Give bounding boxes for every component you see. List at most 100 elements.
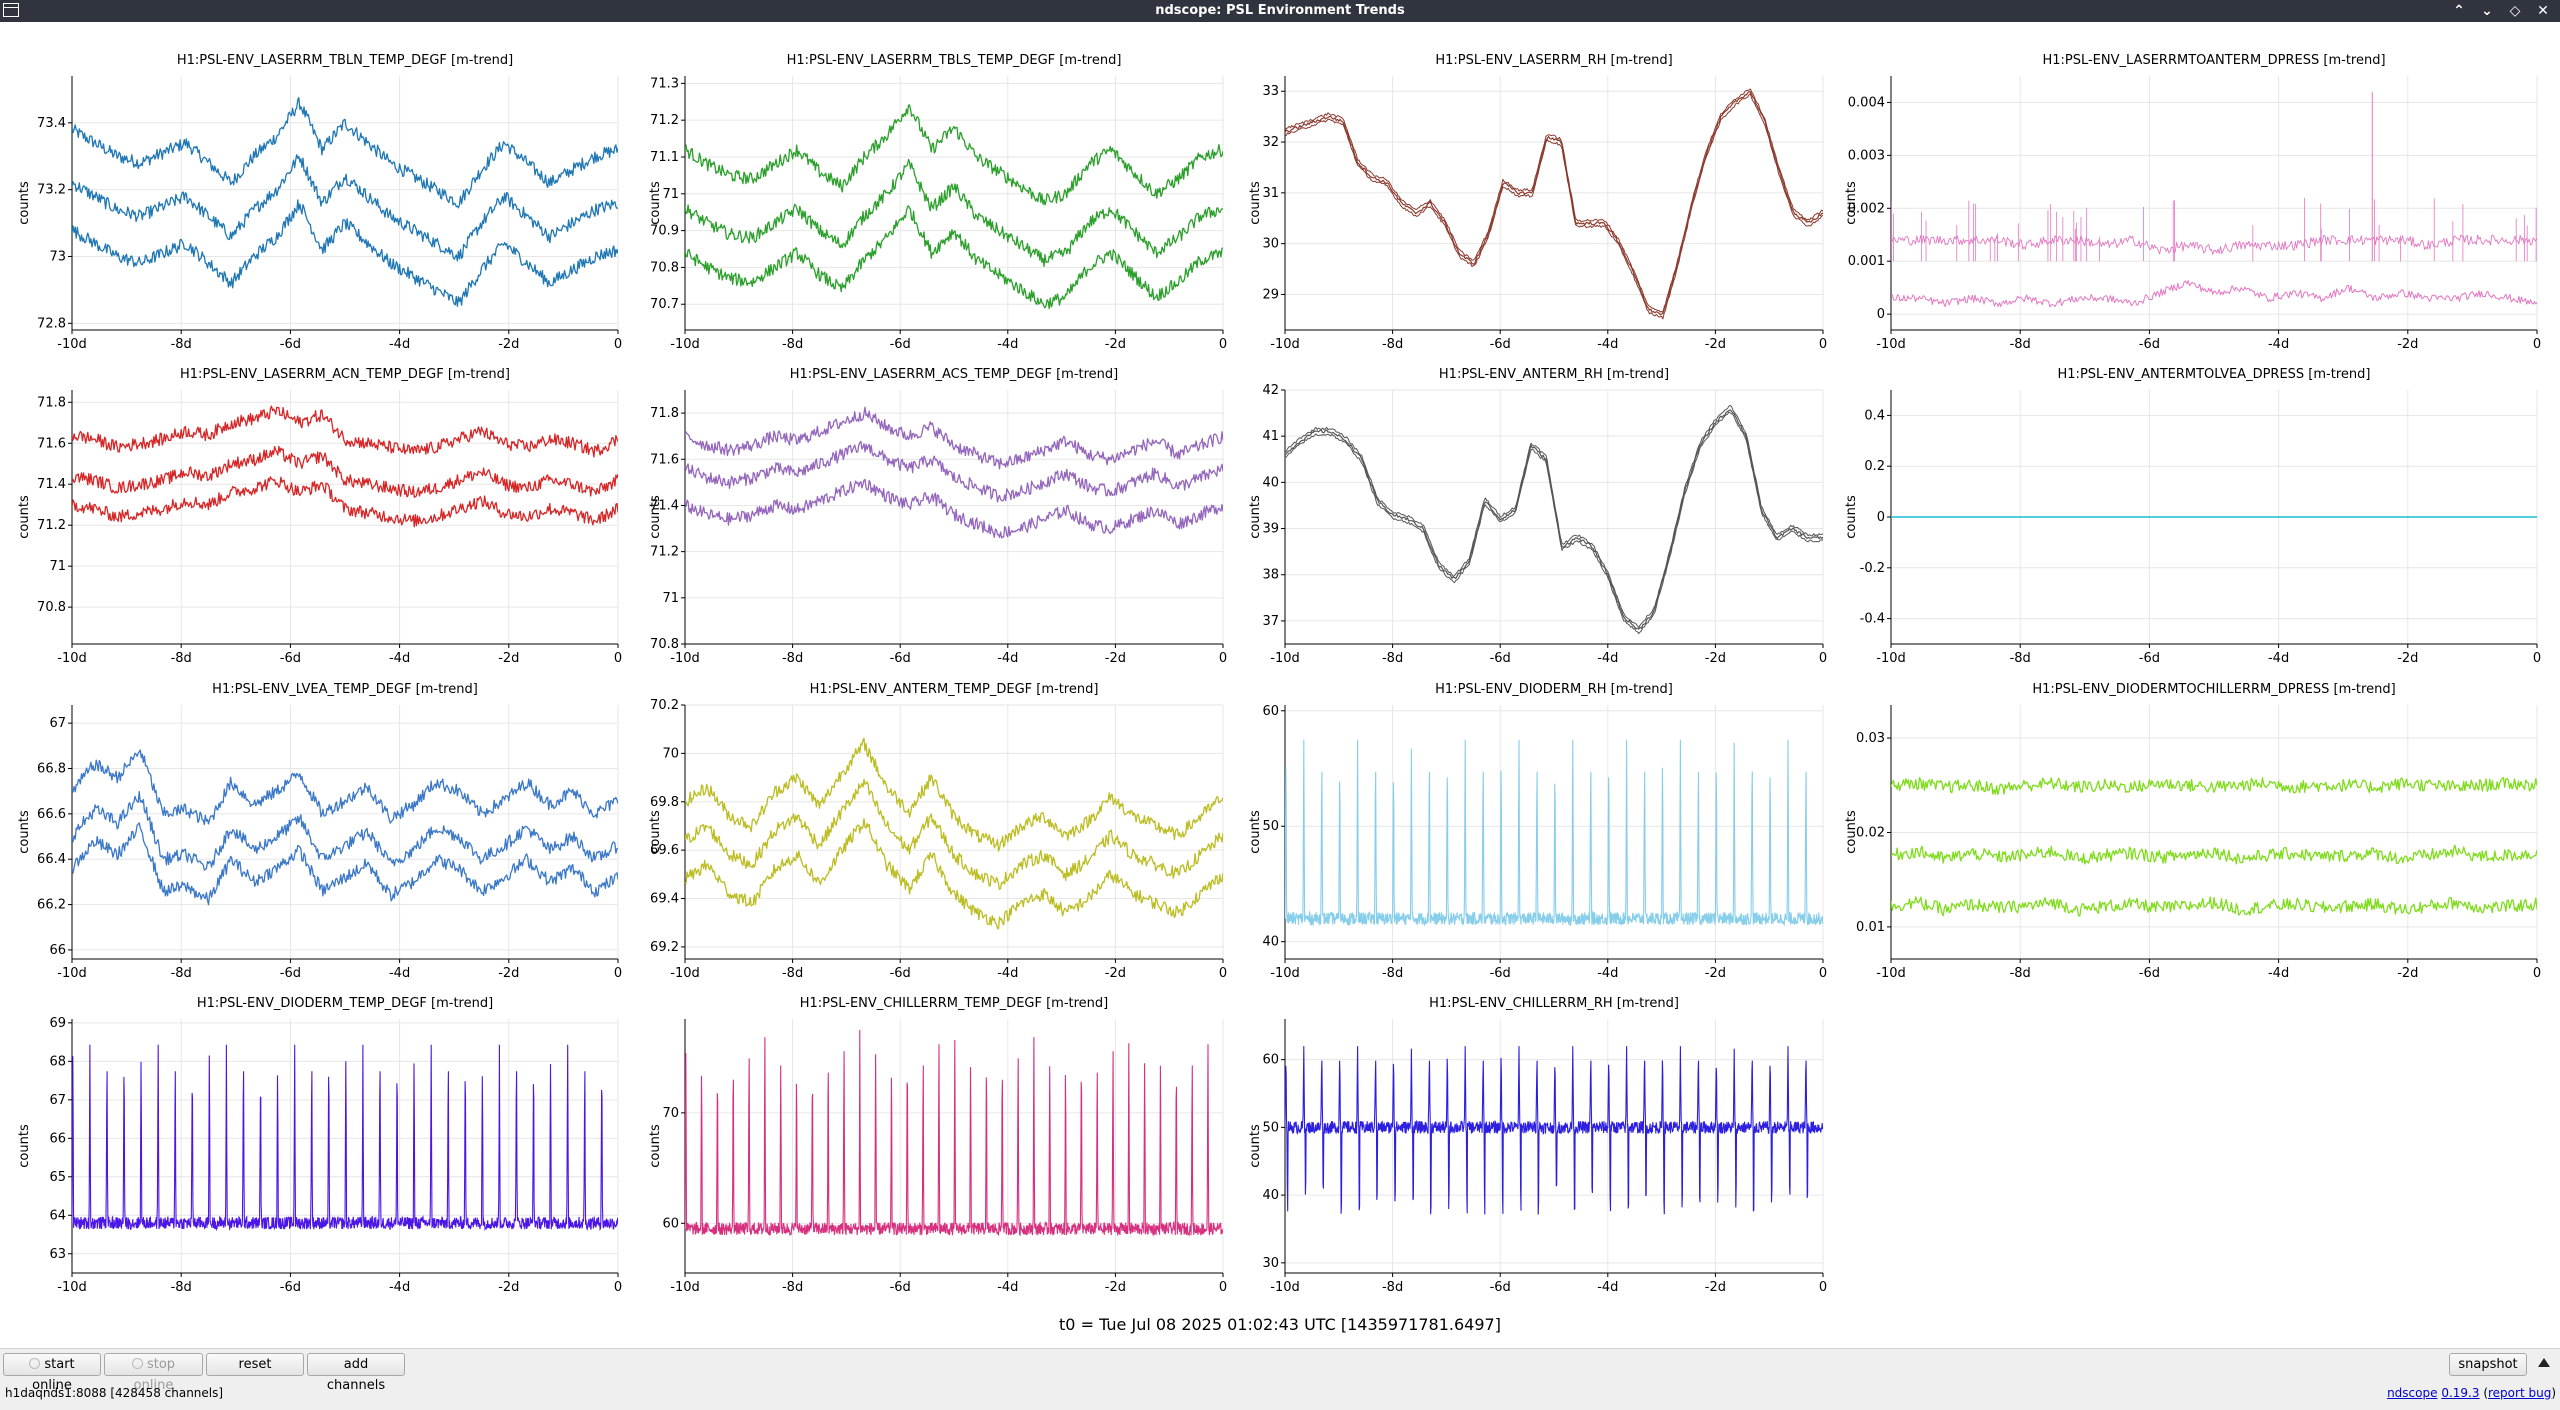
- x-tick-label: -2d: [498, 651, 519, 666]
- plot-title: H1:PSL-ENV_LASERRM_ACN_TEMP_DEGF [m-tren…: [180, 367, 510, 382]
- x-tick-label: -6d: [280, 337, 301, 352]
- y-tick-label: 71.8: [650, 406, 679, 421]
- plot-series-group: [685, 737, 1223, 930]
- x-tick-label: -4d: [389, 1280, 410, 1295]
- x-tick-label: -4d: [389, 337, 410, 352]
- y-axis-label: counts: [1248, 495, 1263, 539]
- plot-panel[interactable]: H1:PSL-ENV_LVEA_TEMP_DEGF [m-trend] 66 66.…: [0, 677, 630, 982]
- expand-up-icon[interactable]: [2538, 1358, 2550, 1367]
- connection-status: h1daqnds1:8088 [428458 channels]: [5, 1386, 224, 1400]
- plot-panel[interactable]: H1:PSL-ENV_ANTERM_TEMP_DEGF [m-trend] 69.…: [645, 677, 1235, 982]
- x-tick-label: -8d: [171, 1280, 192, 1295]
- y-tick-label: 0.2: [1864, 459, 1885, 474]
- x-tick-label: -6d: [2139, 651, 2160, 666]
- plot-svg[interactable]: H1:PSL-ENV_ANTERM_TEMP_DEGF [m-trend] 69.…: [645, 677, 1235, 982]
- app-icon[interactable]: [3, 3, 19, 17]
- y-tick-label: 39: [1262, 522, 1279, 537]
- x-tick-label: -8d: [171, 337, 192, 352]
- x-tick-label: -10d: [57, 966, 87, 981]
- x-tick-label: -4d: [389, 651, 410, 666]
- add-channels-button[interactable]: add channels: [307, 1353, 405, 1393]
- plot-svg[interactable]: H1:PSL-ENV_DIODERM_RH [m-trend] 40 50 60 -10…: [1245, 677, 1835, 982]
- x-tick-label: -6d: [2139, 337, 2160, 352]
- trend-series-line: [72, 822, 618, 906]
- plot-svg[interactable]: H1:PSL-ENV_ANTERM_RH [m-trend] 37 38 39 40 41…: [1245, 362, 1835, 667]
- minimize-icon[interactable]: ⌄: [2481, 3, 2493, 19]
- up-icon[interactable]: ⌃: [2453, 3, 2465, 19]
- y-tick-label: 0.01: [1856, 920, 1885, 935]
- plot-svg[interactable]: H1:PSL-ENV_LASERRM_ACN_TEMP_DEGF [m-tren…: [0, 362, 630, 667]
- x-tick-label: -4d: [1597, 337, 1618, 352]
- y-tick-label: 63: [49, 1247, 66, 1262]
- plot-svg[interactable]: H1:PSL-ENV_CHILLERRM_TEMP_DEGF [m-trend]…: [645, 991, 1235, 1296]
- x-tick-label: -2d: [1705, 966, 1726, 981]
- ndscope-link[interactable]: ndscope: [2387, 1386, 2438, 1400]
- report-bug-link[interactable]: report bug: [2488, 1386, 2552, 1400]
- y-tick-label: 0.001: [1848, 254, 1885, 269]
- x-tick-label: 0: [614, 966, 622, 981]
- plot-panel[interactable]: H1:PSL-ENV_CHILLERRM_RH [m-trend] 30 40 50 6…: [1245, 991, 1835, 1296]
- plot-panel[interactable]: H1:PSL-ENV_ANTERMTOLVEA_DPRESS [m-trend]…: [1841, 362, 2549, 667]
- trend-series-line: [685, 406, 1223, 470]
- plot-panel[interactable]: H1:PSL-ENV_LASERRM_TBLN_TEMP_DEGF [m-tre…: [0, 48, 630, 353]
- reset-button[interactable]: reset: [206, 1353, 304, 1376]
- plot-svg[interactable]: H1:PSL-ENV_ANTERMTOLVEA_DPRESS [m-trend]…: [1841, 362, 2549, 667]
- plot-title: H1:PSL-ENV_LASERRM_ACS_TEMP_DEGF [m-tren…: [790, 367, 1119, 382]
- y-tick-label: 73.4: [37, 116, 66, 131]
- plot-panel[interactable]: H1:PSL-ENV_ANTERM_RH [m-trend] 37 38 39 40 41…: [1245, 362, 1835, 667]
- x-tick-label: 0: [1819, 337, 1827, 352]
- plot-svg[interactable]: H1:PSL-ENV_DIODERMTOCHILLERRM_DPRESS [m-…: [1841, 677, 2549, 982]
- version-link[interactable]: 0.19.3: [2441, 1386, 2480, 1400]
- x-tick-label: 0: [614, 1280, 622, 1295]
- plot-panel[interactable]: H1:PSL-ENV_LASERRM_TBLS_TEMP_DEGF [m-tre…: [645, 48, 1235, 353]
- x-tick-label: -10d: [670, 966, 700, 981]
- plot-title: H1:PSL-ENV_ANTERM_TEMP_DEGF [m-trend]: [810, 682, 1099, 697]
- plot-panel[interactable]: H1:PSL-ENV_DIODERMTOCHILLERRM_DPRESS [m-…: [1841, 677, 2549, 982]
- y-tick-label: 71.1: [650, 150, 679, 165]
- y-tick-label: 66.6: [37, 807, 66, 822]
- x-tick-label: -10d: [57, 1280, 87, 1295]
- close-icon[interactable]: ✕: [2537, 3, 2549, 19]
- start-online-button[interactable]: start online: [3, 1353, 101, 1393]
- y-tick-label: 71.3: [650, 76, 679, 91]
- x-tick-label: 0: [1819, 1280, 1827, 1295]
- plot-panel[interactable]: H1:PSL-ENV_DIODERM_RH [m-trend] 40 50 60 -10…: [1245, 677, 1835, 982]
- y-tick-label: 69.4: [650, 892, 679, 907]
- y-tick-label: 71.6: [37, 436, 66, 451]
- x-tick-label: -2d: [498, 1280, 519, 1295]
- plot-panel[interactable]: H1:PSL-ENV_LASERRM_ACS_TEMP_DEGF [m-tren…: [645, 362, 1235, 667]
- plot-svg[interactable]: H1:PSL-ENV_LASERRM_TBLS_TEMP_DEGF [m-tre…: [645, 48, 1235, 353]
- trend-series-line: [685, 1029, 1223, 1237]
- y-tick-label: 0.4: [1864, 408, 1885, 423]
- plot-panel[interactable]: H1:PSL-ENV_CHILLERRM_TEMP_DEGF [m-trend]…: [645, 991, 1235, 1296]
- x-tick-label: -4d: [1597, 1280, 1618, 1295]
- trend-series-line: [1285, 409, 1823, 630]
- y-tick-label: 64: [49, 1208, 66, 1223]
- plot-svg[interactable]: H1:PSL-ENV_LASERRM_RH [m-trend] 29 30 31 32 3…: [1245, 48, 1835, 353]
- plot-panel[interactable]: H1:PSL-ENV_LASERRM_RH [m-trend] 29 30 31 32 3…: [1245, 48, 1835, 353]
- x-tick-label: 0: [1219, 1280, 1227, 1295]
- x-tick-label: 0: [1219, 966, 1227, 981]
- radio-icon: [131, 1358, 143, 1369]
- plot-svg[interactable]: H1:PSL-ENV_LVEA_TEMP_DEGF [m-trend] 66 66.…: [0, 677, 630, 982]
- trend-series-line: [72, 154, 618, 262]
- plot-series-group: [1285, 739, 1823, 927]
- snapshot-button[interactable]: snapshot: [2449, 1353, 2527, 1376]
- x-tick-label: -8d: [171, 966, 192, 981]
- plot-svg[interactable]: H1:PSL-ENV_CHILLERRM_RH [m-trend] 30 40 50 6…: [1245, 991, 1835, 1296]
- plot-svg[interactable]: H1:PSL-ENV_DIODERM_TEMP_DEGF [m-trend] 63…: [0, 991, 630, 1296]
- x-tick-label: -6d: [890, 337, 911, 352]
- y-tick-label: 38: [1262, 568, 1279, 583]
- plot-title: H1:PSL-ENV_LVEA_TEMP_DEGF [m-trend]: [212, 682, 478, 697]
- x-tick-label: -10d: [1270, 1280, 1300, 1295]
- y-tick-label: 71.2: [37, 518, 66, 533]
- plot-panel[interactable]: H1:PSL-ENV_DIODERM_TEMP_DEGF [m-trend] 63…: [0, 991, 630, 1296]
- plot-panel[interactable]: H1:PSL-ENV_LASERRM_ACN_TEMP_DEGF [m-tren…: [0, 362, 630, 667]
- plot-svg[interactable]: H1:PSL-ENV_LASERRM_ACS_TEMP_DEGF [m-tren…: [645, 362, 1235, 667]
- plot-svg[interactable]: H1:PSL-ENV_LASERRM_TBLN_TEMP_DEGF [m-tre…: [0, 48, 630, 353]
- x-tick-label: -6d: [1490, 1280, 1511, 1295]
- plot-svg[interactable]: H1:PSL-ENV_LASERRMTOANTERM_DPRESS [m-tre…: [1841, 48, 2549, 353]
- maximize-icon[interactable]: ◇: [2509, 3, 2521, 19]
- plot-panel[interactable]: H1:PSL-ENV_LASERRMTOANTERM_DPRESS [m-tre…: [1841, 48, 2549, 353]
- y-tick-label: 67: [49, 716, 66, 731]
